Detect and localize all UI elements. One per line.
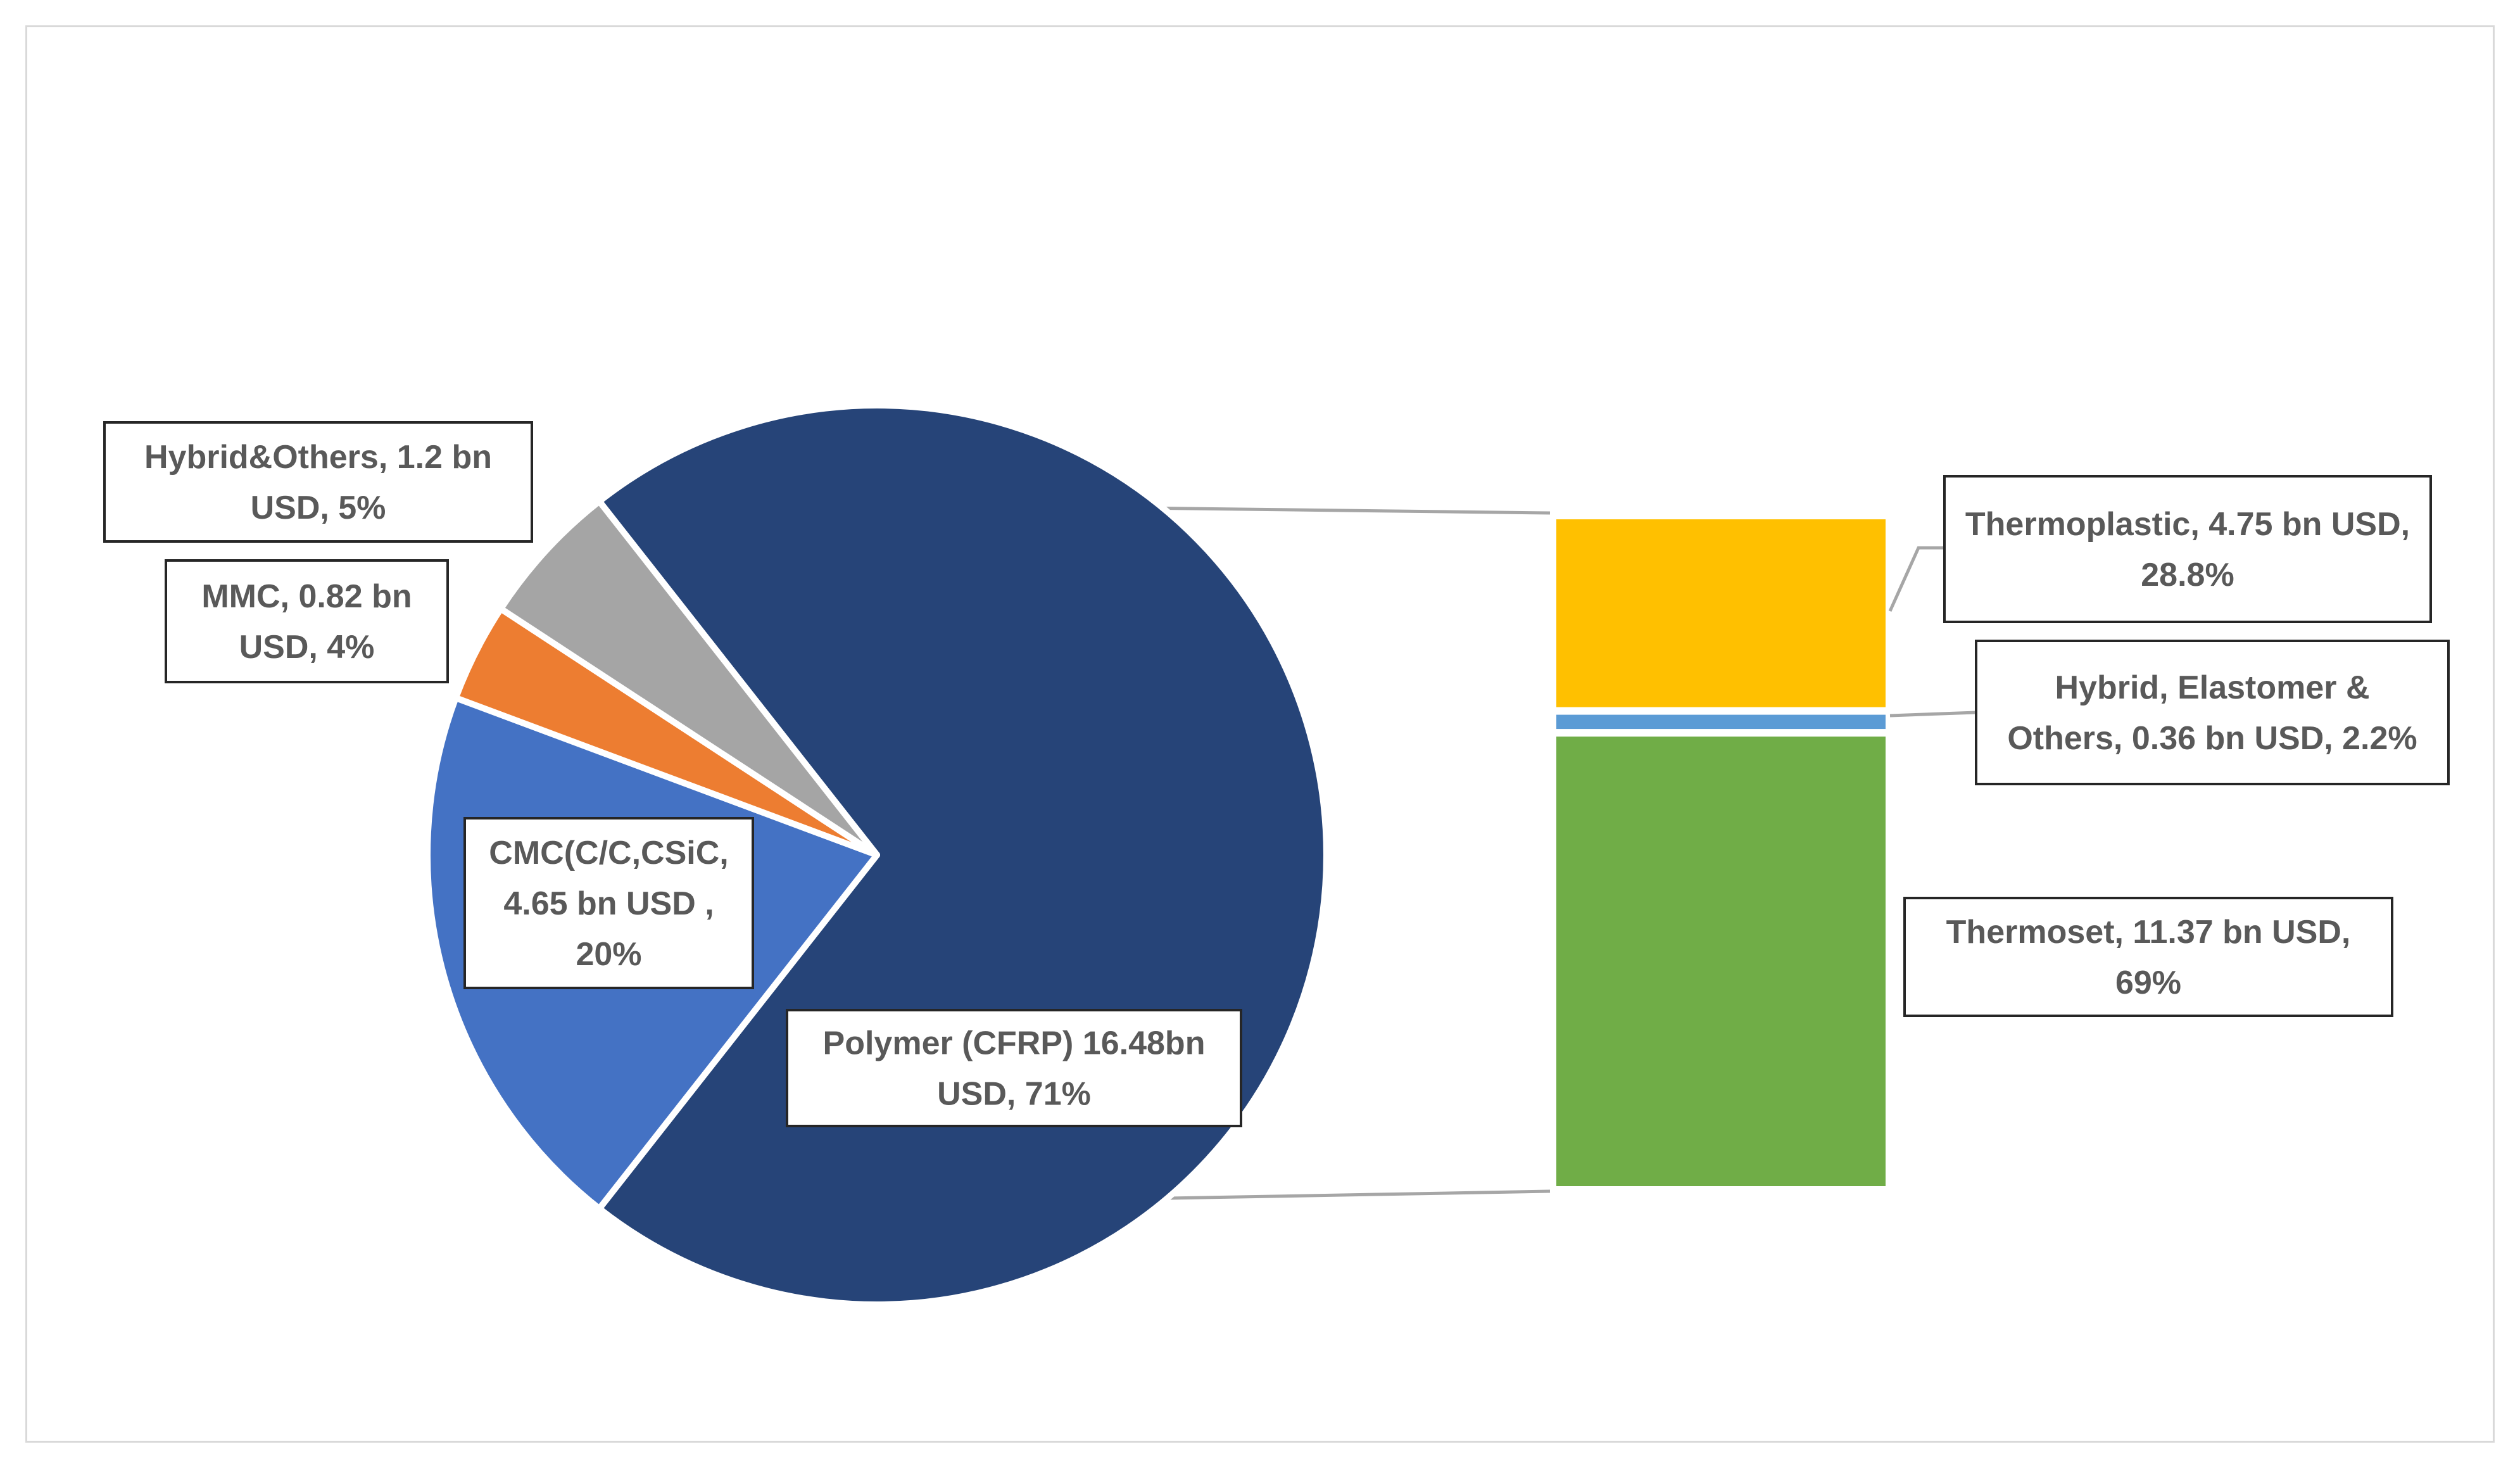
bar-label-hybrid-elastomer-others: Hybrid, Elastomer & Others, 0.36 bn USD, … (1889, 640, 2450, 785)
pie-label-mmc: MMC, 0.82 bn USD, 4% (165, 559, 449, 683)
bar-label-thermoplastic-text-line: 28.8% (2141, 557, 2234, 593)
pie-label-polymer-cfrp: Polymer (CFRP) 16.48bn USD, 71% (786, 1009, 1242, 1127)
data-labels: Polymer (CFRP) 16.48bn USD, 71% CMC(C/C,CS… (103, 421, 2450, 1127)
bar-segment-thermoplastic (1556, 519, 1886, 707)
pie-label-cmc-c-c-csic: CMC(C/C,CSiC, 4.65 bn USD , 20% (463, 817, 754, 989)
pie-label-cmc-c-c-csic-text-line: 4.65 bn USD , (503, 885, 714, 922)
pie-label-mmc-text-line: USD, 4% (239, 629, 375, 666)
pie-label-mmc-text-line: MMC, 0.82 bn (201, 578, 412, 615)
pie-label-hybrid-others-text-line: Hybrid&Others, 1.2 bn (144, 439, 492, 476)
pie-label-mmc-box (165, 559, 449, 683)
bar-label-thermoplastic-box (1943, 475, 2432, 623)
bar-label-thermoset-text-line: 69% (2115, 965, 2181, 1001)
pie-label-polymer-cfrp-text-line: Polymer (CFRP) 16.48bn (823, 1025, 1206, 1062)
bar-label-thermoplastic: Thermoplastic, 4.75 bn USD, 28.8% (1888, 475, 2432, 623)
bar-label-thermoset: Thermoset, 11.37 bn USD, 69% (1903, 897, 2393, 1017)
bar-label-hybrid-elastomer-others-box (1975, 640, 2450, 785)
pie-label-hybrid-others: Hybrid&Others, 1.2 bn USD, 5% (103, 421, 533, 543)
stacked-bar (1556, 519, 1886, 1186)
bar-segment-thermoset (1556, 737, 1886, 1186)
pie-label-polymer-cfrp-text-line: USD, 71% (937, 1076, 1091, 1113)
pie-label-cmc-c-c-csic-text-line: CMC(C/C,CSiC, (489, 835, 728, 871)
pie-label-cmc-c-c-csic-text-line: 20% (576, 936, 641, 973)
pie-label-cmc-c-c-csic-box (463, 817, 754, 989)
pie-label-hybrid-others-box (103, 421, 533, 543)
bar-segment-hybrid-elastomer-others (1556, 714, 1886, 730)
bar-label-hybrid-elastomer-others-leader-line (1889, 711, 1977, 718)
pie-label-hybrid-others-text-line: USD, 5% (251, 490, 386, 526)
bar-label-thermoset-text-line: Thermoset, 11.37 bn USD, (1946, 914, 2351, 951)
pie-slice-hybrid-others (497, 498, 880, 858)
bar-label-thermoplastic-text-line: Thermoplastic, 4.75 bn USD, (1965, 506, 2410, 543)
bar-label-hybrid-elastomer-others-text-line: Others, 0.36 bn USD, 2.2% (2007, 720, 2417, 757)
bar-label-thermoplastic-leader-line (1888, 546, 1944, 612)
bar-label-thermoset-box (1903, 897, 2393, 1017)
pie-label-polymer-cfrp-box (786, 1009, 1242, 1127)
bar-label-hybrid-elastomer-others-text-line: Hybrid, Elastomer & (2055, 669, 2369, 706)
